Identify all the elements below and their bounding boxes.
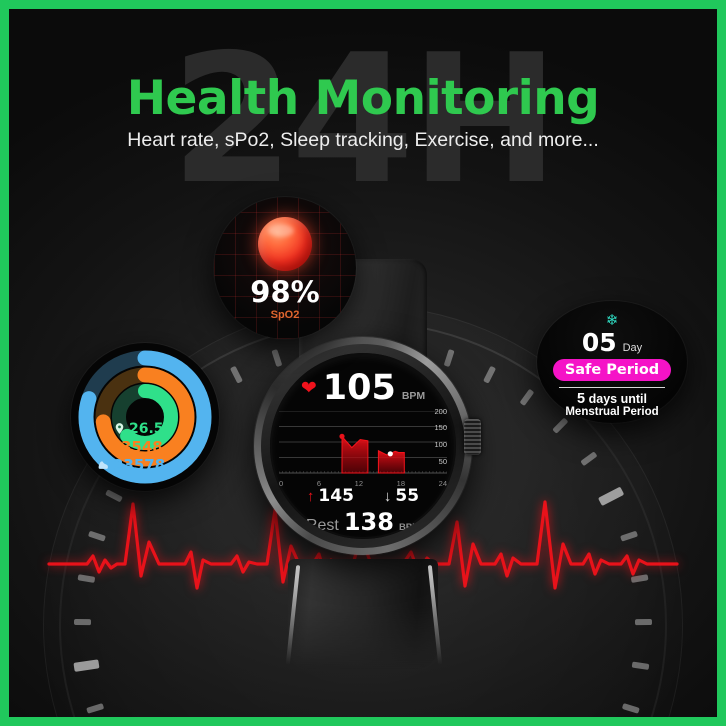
- smartwatch: ❤ 105 BPM 200 150 100 50 0 6 12: [247, 259, 481, 669]
- y-tick-1: 150: [434, 423, 447, 432]
- chart-x-axis-labels: 0 6 12 18 24: [279, 479, 447, 488]
- rest-label: Rest: [305, 517, 339, 534]
- calories-value: 3548: [121, 438, 163, 456]
- location-pin-icon: [113, 422, 126, 435]
- y-tick-3: 50: [438, 457, 447, 466]
- blood-drop-icon: [258, 217, 312, 271]
- heart-rate-chart: 200 150 100 50: [279, 407, 447, 479]
- watch-screen[interactable]: ❤ 105 BPM 200 150 100 50 0 6 12: [270, 353, 456, 539]
- max-heart-rate: ↑ 145: [307, 486, 354, 506]
- rest-unit: BPM: [398, 522, 421, 533]
- flame-icon: [105, 440, 118, 453]
- distance-value: 26.5: [129, 421, 164, 437]
- page-subtitle: Heart rate, sPo2, Sleep tracking, Exerci…: [127, 129, 599, 151]
- heart-rate-chart-svg: [279, 411, 447, 474]
- arrow-down-icon: ↓: [383, 487, 392, 505]
- y-tick-2: 100: [434, 440, 447, 449]
- divider: [559, 387, 665, 388]
- spo2-value: 98%: [250, 275, 320, 309]
- countdown-line-1: 5 days until: [537, 391, 687, 407]
- x-tick-3: 18: [396, 479, 405, 488]
- x-tick-2: 12: [354, 479, 363, 488]
- countdown-number: 5: [577, 391, 586, 407]
- heart-rate-value: 105: [322, 368, 396, 408]
- countdown-line-2: Menstrual Period: [565, 406, 659, 418]
- resting-heart-rate-row: Rest 138 BPM: [270, 508, 456, 536]
- watch-strap-bottom: [288, 559, 438, 669]
- steps-value: 23578: [113, 456, 166, 474]
- watermark-24h: 24H: [170, 16, 560, 223]
- heart-rate-unit: BPM: [401, 390, 426, 402]
- status-badge-label: Safe Period: [564, 362, 660, 378]
- activity-rings-svg: [78, 350, 212, 484]
- cycle-day-row: 05 Day: [537, 328, 687, 357]
- arrow-up-icon: ↑: [306, 487, 315, 505]
- activity-rings-widget[interactable]: 26.5 3548 23578: [71, 343, 219, 491]
- y-tick-0: 200: [434, 407, 447, 416]
- status-badge[interactable]: Safe Period: [553, 359, 671, 381]
- min-value: 55: [395, 486, 420, 506]
- max-value: 145: [318, 486, 354, 506]
- cycle-day-number: 05: [581, 328, 617, 357]
- cycle-day-label: Day: [622, 342, 643, 354]
- spo2-widget[interactable]: 98% SpO2: [214, 197, 356, 339]
- min-heart-rate: ↓ 55: [384, 486, 419, 506]
- x-tick-1: 6: [316, 479, 321, 488]
- flower-icon: ❄: [605, 312, 619, 329]
- min-max-row: ↑ 145 ↓ 55: [270, 486, 456, 506]
- countdown-text: days until: [588, 392, 647, 406]
- spo2-label: SpO2: [270, 309, 300, 321]
- heart-icon: ❤: [300, 378, 317, 399]
- rest-value: 138: [343, 508, 394, 536]
- x-tick-0: 0: [279, 479, 284, 488]
- dark-canvas: 24H Health Monitoring Heart rate, sPo2, …: [9, 9, 717, 717]
- shoe-icon: [97, 458, 110, 471]
- x-tick-4: 24: [438, 479, 447, 488]
- page-title: Health Monitoring: [126, 71, 600, 126]
- menstrual-cycle-widget[interactable]: ❄ 05 Day Safe Period 5 days until Menstr…: [537, 301, 687, 423]
- crown-button-icon[interactable]: [464, 419, 481, 455]
- heart-rate-row: ❤ 105 BPM: [270, 371, 456, 406]
- watch-case: ❤ 105 BPM 200 150 100 50 0 6 12: [254, 337, 481, 555]
